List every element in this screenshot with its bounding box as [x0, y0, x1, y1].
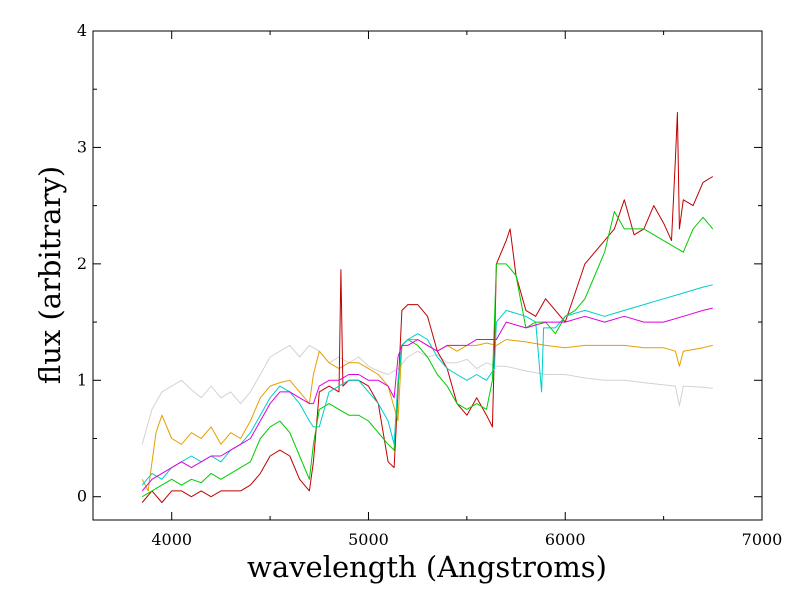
x-tick-label: 5000: [348, 530, 389, 549]
x-tick-label: 6000: [545, 530, 586, 549]
series-line-1: [141, 339, 713, 492]
x-tick-label: 7000: [742, 530, 783, 549]
series-layer: [141, 112, 714, 503]
plot-frame: [92, 30, 763, 521]
y-tick-label: 4: [77, 21, 87, 40]
series-line-0: [141, 344, 713, 445]
y-axis-label: flux (arbitrary): [33, 166, 67, 384]
series-line-4: [141, 284, 713, 486]
y-tick-label: 2: [77, 254, 87, 273]
y-tick-label: 3: [77, 137, 87, 156]
axes-layer: 4000 5000 6000 7000 0 1 2 3 4: [77, 21, 783, 549]
series-line-2: [141, 112, 714, 503]
x-tick-label: 4000: [151, 530, 192, 549]
x-axis-label: wavelength (Angstroms): [247, 550, 607, 584]
y-tick-label: 1: [77, 370, 87, 389]
y-tick-label: 0: [77, 487, 87, 506]
series-line-5: [141, 307, 713, 492]
